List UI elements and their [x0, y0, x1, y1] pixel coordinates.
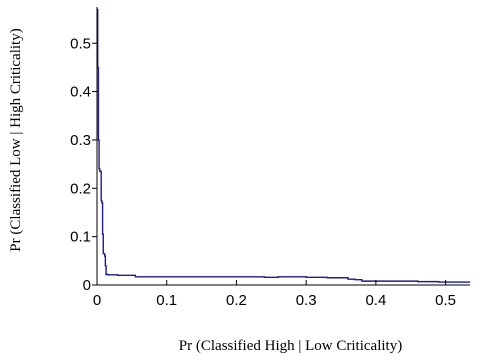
y-tick-label: 0.3: [70, 132, 91, 149]
x-tick-label: 0.3: [296, 292, 317, 309]
y-tick-label: 0.2: [70, 180, 91, 197]
plot-area: [96, 8, 470, 283]
x-tick-label: 0.5: [435, 292, 456, 309]
x-tick-label: 0.2: [226, 292, 247, 309]
x-tick-label: 0: [93, 292, 101, 309]
y-tick-label: 0: [83, 277, 91, 294]
y-tick-label: 0.1: [70, 229, 91, 246]
x-tick-label: 0.4: [365, 292, 386, 309]
y-tick-label: 0.5: [70, 35, 91, 52]
y-tick-label: 0.4: [70, 84, 91, 101]
y-axis-ticks: 0 0.1 0.2 0.3 0.4 0.5: [70, 35, 97, 294]
x-axis-title: Pr (Classified High | Low Criticality): [179, 338, 402, 354]
series-line: [96, 8, 470, 283]
y-axis-title: Pr (Classified Low | High Criticality): [8, 28, 24, 251]
x-tick-label: 0.1: [156, 292, 177, 309]
x-axis-ticks: 0 0.1 0.2 0.3 0.4 0.5: [93, 280, 456, 309]
